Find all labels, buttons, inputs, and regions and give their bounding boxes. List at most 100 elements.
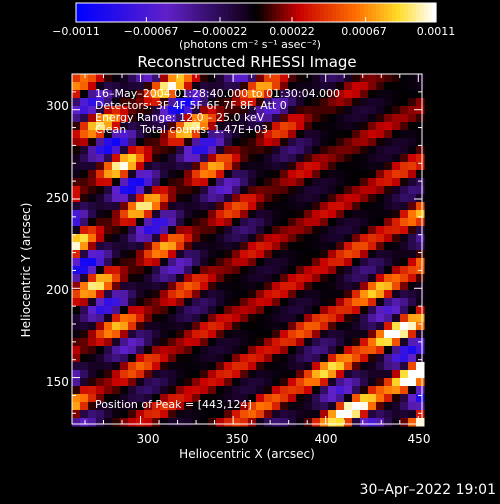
colorbar-segment: [200, 3, 205, 22]
heatmap-cell: [336, 322, 345, 331]
heatmap-cell: [96, 338, 105, 347]
heatmap-cell: [352, 322, 361, 331]
heatmap-cell: [120, 90, 129, 99]
heatmap-cell: [264, 266, 273, 275]
heatmap-cell: [400, 274, 409, 283]
heatmap-cell: [336, 90, 345, 99]
heatmap-cell: [248, 194, 257, 203]
heatmap-cell: [320, 218, 329, 227]
heatmap-cell: [248, 250, 257, 259]
heatmap-cell: [376, 410, 385, 419]
heatmap-cell: [232, 178, 241, 187]
heatmap-cell: [208, 354, 217, 363]
heatmap-cell: [120, 130, 129, 139]
heatmap-cell: [152, 226, 161, 235]
heatmap-cell: [288, 210, 297, 219]
heatmap-cell: [248, 322, 257, 331]
heatmap-cell: [232, 298, 241, 307]
heatmap-cell: [280, 202, 289, 211]
heatmap-cell: [400, 346, 409, 355]
heatmap-cell: [184, 194, 193, 203]
heatmap-cell: [216, 322, 225, 331]
heatmap-cell: [72, 386, 81, 395]
heatmap-cell: [208, 194, 217, 203]
heatmap-cell: [176, 394, 185, 403]
heatmap-cell: [408, 418, 417, 427]
heatmap-cell: [232, 202, 241, 211]
colorbar-segment: [172, 3, 177, 22]
heatmap-cell: [248, 394, 257, 403]
heatmap-cell: [104, 170, 113, 179]
heatmap-cell: [208, 330, 217, 339]
heatmap-cell: [128, 250, 137, 259]
heatmap-cell: [320, 266, 329, 275]
heatmap-cell: [320, 362, 329, 371]
heatmap-cell: [88, 386, 97, 395]
heatmap-cell: [344, 162, 353, 171]
heatmap-cell: [200, 210, 209, 219]
heatmap-cell: [352, 394, 361, 403]
heatmap-cell: [72, 154, 81, 163]
heatmap-cell: [376, 242, 385, 251]
heatmap-cell: [176, 290, 185, 299]
heatmap-cell: [232, 266, 241, 275]
heatmap-cell: [104, 138, 113, 147]
heatmap-cell: [384, 266, 393, 275]
colorbar-segment: [128, 3, 133, 22]
heatmap-cell: [144, 290, 153, 299]
heatmap-cell: [168, 298, 177, 307]
heatmap-cell: [80, 234, 89, 243]
heatmap-cell: [304, 114, 313, 123]
heatmap-cell: [232, 410, 241, 419]
x-tick-label: 400: [314, 432, 338, 446]
heatmap-cell: [392, 162, 401, 171]
heatmap-cell: [104, 226, 113, 235]
heatmap-cell: [344, 418, 353, 427]
heatmap-cell: [232, 418, 241, 427]
heatmap-cell: [168, 154, 177, 163]
heatmap-cell: [336, 250, 345, 259]
heatmap-cell: [264, 306, 273, 315]
heatmap-cell: [280, 378, 289, 387]
heatmap-cell: [392, 226, 401, 235]
heatmap-cell: [328, 178, 337, 187]
heatmap-cell: [104, 282, 113, 291]
heatmap-cell: [344, 378, 353, 387]
heatmap-cell: [128, 418, 137, 427]
heatmap-cell: [216, 250, 225, 259]
heatmap-cell: [152, 154, 161, 163]
heatmap-cell: [416, 258, 425, 267]
heatmap-cell: [416, 90, 425, 99]
heatmap-cell: [144, 106, 153, 115]
heatmap-cell: [288, 178, 297, 187]
heatmap-cell: [392, 322, 401, 331]
heatmap-cell: [120, 170, 129, 179]
heatmap-cell: [336, 306, 345, 315]
heatmap-cell: [416, 250, 425, 259]
heatmap-cell: [112, 106, 121, 115]
heatmap-cell: [120, 138, 129, 147]
heatmap-cell: [320, 138, 329, 147]
heatmap-cell: [344, 74, 353, 83]
heatmap-cell: [192, 194, 201, 203]
heatmap-cell: [216, 130, 225, 139]
heatmap-cell: [144, 250, 153, 259]
heatmap-cell: [280, 282, 289, 291]
heatmap-cell: [72, 354, 81, 363]
heatmap-cell: [312, 210, 321, 219]
heatmap-cell: [352, 114, 361, 123]
heatmap-cell: [224, 362, 233, 371]
heatmap-cell: [96, 114, 105, 123]
heatmap-cell: [264, 82, 273, 91]
heatmap-cell: [128, 186, 137, 195]
heatmap-cell: [240, 266, 249, 275]
heatmap-cell: [312, 330, 321, 339]
heatmap-cell: [256, 106, 265, 115]
heatmap-cell: [160, 338, 169, 347]
heatmap-cell: [120, 218, 129, 227]
heatmap-cell: [240, 170, 249, 179]
heatmap-cell: [200, 266, 209, 275]
info-time-range: 16–May–2004 01:28:40.000 to 01:30:04.000: [95, 87, 341, 100]
heatmap-cell: [112, 234, 121, 243]
